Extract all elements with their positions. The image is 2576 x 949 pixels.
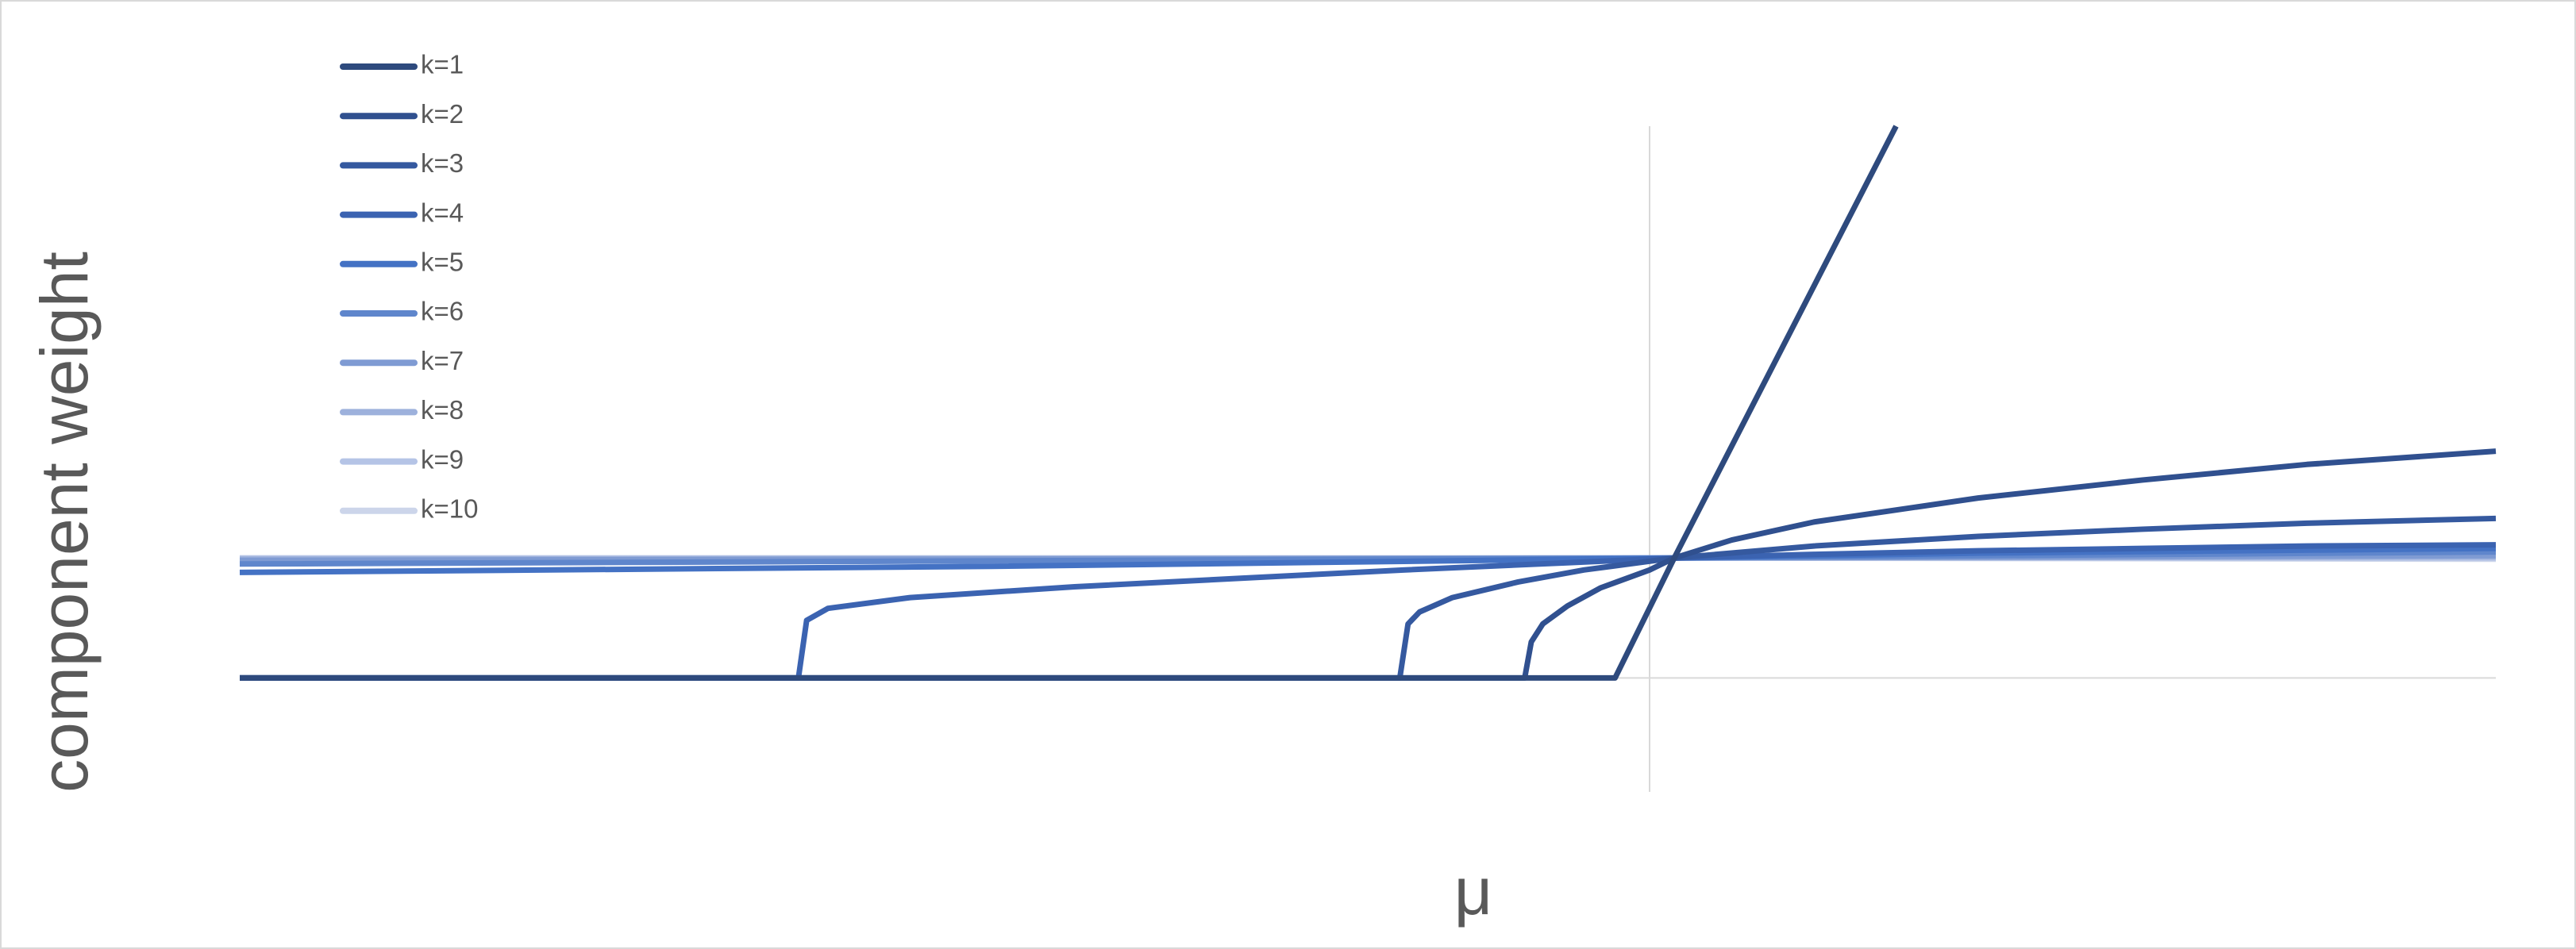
legend: k=1 k=2 k=3 k=4 k=5 k=6 k=7 k=8 k=9 k=10 [340, 50, 478, 524]
legend-label: k=7 [421, 346, 464, 375]
series-line [239, 545, 2497, 575]
series-line [240, 542, 2497, 681]
series-line [240, 448, 2497, 681]
legend-label: k=6 [421, 297, 464, 326]
y-axis-label: component weight [27, 252, 102, 793]
legend-label: k=8 [421, 395, 464, 425]
series-line [240, 515, 2497, 681]
legend-label: k=3 [421, 148, 464, 178]
legend-label: k=10 [421, 494, 478, 524]
lines [239, 125, 2497, 681]
legend-label: k=9 [421, 444, 464, 474]
x-axis-label: μ [1454, 854, 1492, 928]
legend-label: k=4 [421, 198, 464, 227]
legend-label: k=2 [421, 99, 464, 129]
legend-label: k=5 [421, 248, 464, 277]
series-line [240, 125, 1899, 681]
legend-label: k=1 [421, 50, 464, 79]
